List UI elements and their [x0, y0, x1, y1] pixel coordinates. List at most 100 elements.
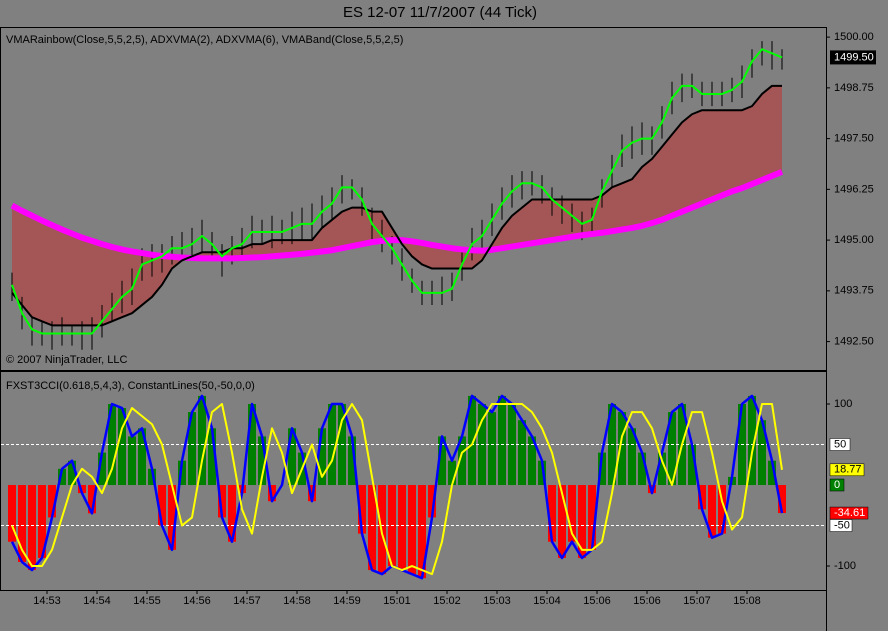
- histogram-bar: [458, 436, 466, 486]
- y-tick-label: 1496.25: [834, 183, 874, 195]
- histogram-bar: [518, 420, 526, 486]
- histogram-bar: [98, 452, 106, 486]
- histogram-bar: [358, 485, 366, 534]
- histogram-bar: [688, 444, 696, 486]
- histogram-bar: [658, 452, 666, 486]
- histogram-bar: [538, 460, 546, 486]
- cci-value-box: [829, 506, 869, 520]
- histogram-bar: [488, 412, 496, 486]
- vma-band: [12, 85, 782, 326]
- x-tick-label: 14:55: [133, 595, 161, 607]
- histogram-bar: [88, 485, 96, 514]
- histogram-bar: [368, 485, 376, 571]
- y-tick-label: 1495.00: [834, 234, 874, 246]
- histogram-bar: [578, 485, 586, 558]
- histogram-bar: [768, 460, 776, 486]
- histogram-bar: [618, 412, 626, 486]
- histogram-bar: [8, 485, 16, 542]
- constant-label: 0: [834, 479, 840, 491]
- x-tick-label: 15:06: [633, 595, 661, 607]
- histogram-bar: [118, 408, 126, 486]
- constant-label-box: [829, 478, 845, 492]
- x-tick-label: 15:03: [483, 595, 511, 607]
- y-tick-label: 100: [834, 398, 852, 410]
- last-price-label: 1499.50: [834, 51, 874, 63]
- x-tick-label: 15:01: [383, 595, 411, 607]
- x-tick-label: 15:07: [683, 595, 711, 607]
- histogram-bar: [48, 485, 56, 518]
- oscillator-panel-label: FXST3CCI(0.618,5,4,3), ConstantLines(50,…: [6, 380, 255, 392]
- constant-label: 50: [834, 438, 846, 450]
- x-tick-label: 15:04: [533, 595, 561, 607]
- signal-value: 18.77: [834, 464, 862, 476]
- last-price-box: [830, 50, 876, 65]
- y-tick-label: 1500.00: [834, 31, 874, 43]
- histogram-bar: [418, 485, 426, 579]
- x-tick-label: 14:56: [183, 595, 211, 607]
- histogram-bar: [668, 412, 676, 486]
- x-tick-label: 15:06: [583, 595, 611, 607]
- histogram-bar: [438, 436, 446, 486]
- histogram-bar: [778, 485, 786, 514]
- x-tick-label: 14:58: [283, 595, 311, 607]
- histogram-bar: [178, 460, 186, 486]
- constant-label-box: [829, 519, 853, 532]
- histogram-bar: [208, 428, 216, 486]
- y-tick-label: -100: [834, 560, 856, 572]
- histogram-bar: [428, 485, 436, 518]
- histogram-bar: [258, 436, 266, 486]
- indicator-line: [10, 169, 784, 262]
- histogram-bar: [528, 436, 536, 486]
- histogram-bar: [168, 485, 176, 550]
- histogram-bar: [598, 452, 606, 486]
- histogram-bar: [558, 485, 566, 558]
- histogram-bar: [138, 428, 146, 486]
- histogram-bar: [218, 485, 226, 518]
- histogram-bar: [288, 428, 296, 486]
- histogram-bar: [448, 460, 456, 486]
- y-tick-label: 1492.50: [834, 335, 874, 347]
- copyright: © 2007 NinjaTrader, LLC: [6, 354, 127, 366]
- constant-label: -50: [834, 519, 850, 531]
- x-tick-label: 14:59: [333, 595, 361, 607]
- histogram-bar: [158, 485, 166, 526]
- indicator-line: [11, 84, 782, 327]
- histogram-bar: [638, 452, 646, 486]
- y-tick-label: 1498.75: [834, 82, 874, 94]
- histogram-bar: [718, 485, 726, 534]
- histogram-bar: [408, 485, 416, 575]
- histogram-bar: [68, 460, 76, 486]
- histogram-bar: [188, 412, 196, 486]
- histogram-bar: [38, 485, 46, 558]
- histogram-bar: [758, 420, 766, 486]
- y-tick-label: 1493.75: [834, 285, 874, 297]
- histogram-bar: [318, 428, 326, 486]
- histogram-bar: [18, 485, 26, 562]
- signal-value-box: [829, 463, 865, 477]
- x-tick-label: 14:54: [83, 595, 111, 607]
- histogram-bar: [148, 468, 156, 486]
- histogram-bar: [398, 485, 406, 571]
- oscillator-line: [11, 402, 783, 576]
- y-tick-label: 1497.50: [834, 133, 874, 145]
- histogram-bar: [498, 395, 506, 486]
- histogram-bar: [228, 485, 236, 542]
- window-title: ES 12-07 11/7/2007 (44 Tick): [343, 4, 537, 21]
- histogram-bar: [548, 485, 556, 542]
- histogram-bar: [468, 395, 476, 486]
- x-tick-label: 14:57: [233, 595, 261, 607]
- x-tick-label: 15:02: [433, 595, 461, 607]
- histogram-bar: [588, 485, 596, 550]
- histogram-bar: [58, 468, 66, 486]
- histogram-bar: [698, 485, 706, 510]
- histogram-bar: [628, 428, 636, 486]
- histogram-bar: [568, 485, 576, 542]
- histogram-bar: [128, 436, 136, 486]
- indicator-line: [11, 48, 783, 335]
- x-tick-label: 15:08: [733, 595, 761, 607]
- constant-label-box: [829, 438, 851, 451]
- x-tick-label: 14:53: [33, 595, 61, 607]
- histogram-bar: [748, 395, 756, 486]
